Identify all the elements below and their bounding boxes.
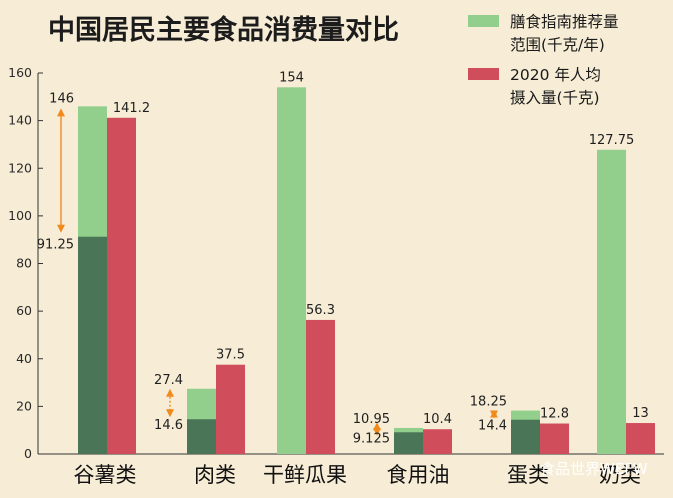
category-label: 谷薯类 [74,463,137,487]
range-min-bar [187,419,216,454]
range-high-label: 146 [49,91,74,106]
legend-label-actual-line2: 摄入量(千克) [510,89,600,107]
category-label: 奶类 [599,463,641,487]
watermark: 食品世界WEFW [540,460,648,478]
range-bar [277,87,306,454]
chart-title: 中国居民主要食品消费量对比 [48,14,399,46]
range-high-label: 127.75 [589,133,635,148]
range-min-bar [78,236,107,454]
legend-label-range-line1: 膳食指南推荐量 [510,13,619,31]
y-tick-label: 140 [8,113,32,128]
y-tick-label: 40 [16,351,32,366]
y-tick-label: 0 [24,446,32,461]
y-tick-label: 160 [8,65,32,80]
legend-label-actual-line1: 2020 年人均 [510,66,601,84]
actual-bar [626,423,655,454]
bars [78,87,655,455]
legend-swatch-actual [468,68,499,80]
category-label: 干鲜瓜果 [263,463,347,487]
range-min-bar [394,432,423,454]
watermark-text: 食品世界WEFW [540,460,648,478]
actual-value-label: 13 [632,406,649,421]
range-low-label: 91.25 [37,238,74,253]
y-tick-label: 20 [16,398,32,413]
range-low-label: 9.125 [353,431,390,446]
range-low-label: 14.6 [154,418,183,433]
range-high-label: 18.25 [470,395,507,410]
legend: 膳食指南推荐量 范围(千克/年) 2020 年人均 摄入量(千克) [468,13,619,107]
range-high-label: 10.95 [353,412,390,427]
y-tick-label: 60 [16,303,32,318]
actual-value-label: 12.8 [540,407,569,422]
legend-swatch-range [468,15,499,27]
range-low-label: 14.4 [478,419,507,434]
legend-label-range-line2: 范围(千克/年) [510,36,605,54]
y-tick-label: 100 [8,208,32,223]
range-bar [597,149,626,454]
actual-bar [423,429,452,454]
actual-bar [540,423,569,454]
category-label: 肉类 [194,463,236,487]
actual-value-label: 56.3 [306,303,335,318]
axes: 0 20 40 60 80 100 120 140 160 [8,65,664,461]
actual-bar [107,117,136,454]
actual-value-label: 141.2 [113,101,150,116]
data-labels: 146 91.25 141.2 27.4 14.6 37.5 154 56.3 10.95 9.1… [37,70,649,446]
category-label: 食用油 [387,463,450,487]
actual-bar [216,364,245,454]
y-tick-label: 80 [16,256,32,271]
range-min-bar [511,419,540,454]
actual-bar [306,319,335,454]
actual-value-label: 37.5 [216,348,245,363]
category-label: 蛋类 [507,463,549,487]
y-tick-label: 120 [8,160,32,175]
category-labels: 谷薯类 肉类 干鲜瓜果 食用油 蛋类 奶类 [74,463,642,487]
actual-value-label: 10.4 [423,412,452,427]
range-high-label: 154 [279,70,304,85]
range-high-label: 27.4 [154,373,183,388]
